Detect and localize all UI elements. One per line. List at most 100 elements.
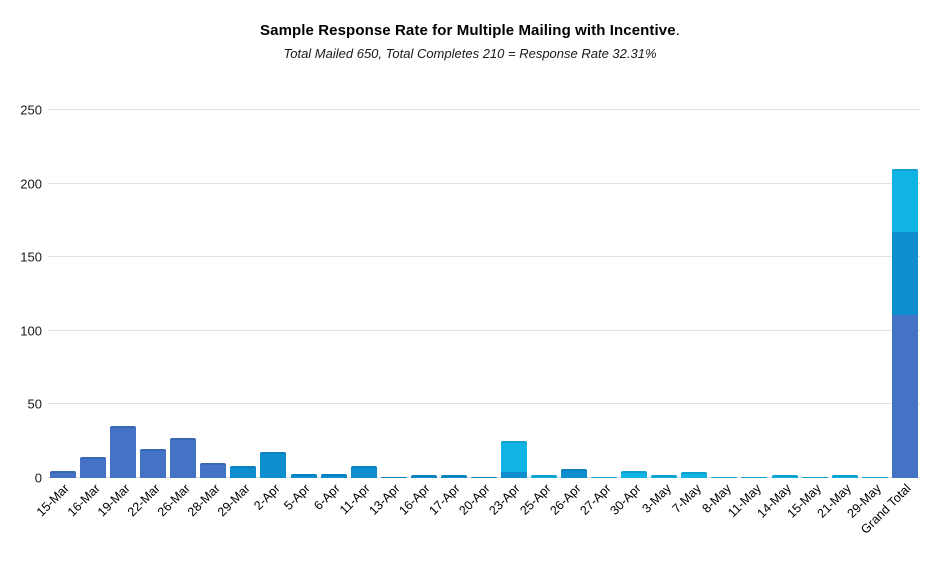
bar-segment <box>531 475 558 478</box>
x-axis-tick-label: 7-May <box>669 481 704 516</box>
bar-segment <box>170 438 197 478</box>
bar-segment <box>290 473 317 478</box>
y-axis: 0 50 100 150 200 250 <box>0 104 42 485</box>
bar <box>591 476 618 478</box>
chart-title-period: . <box>675 22 680 39</box>
bar <box>380 476 407 478</box>
bar-slot-15-may: 15-May <box>784 110 830 521</box>
gridline <box>48 403 920 405</box>
bar <box>440 475 467 478</box>
bar-slot-grand-total: Grand Total <box>859 110 920 537</box>
bar-slot-17-apr: 17-Apr <box>427 110 469 518</box>
bar-slot-7-may: 7-May <box>669 110 709 516</box>
x-axis-tick-label: 17-Apr <box>426 481 464 518</box>
bar <box>470 476 497 478</box>
y-axis-tick-label: 150 <box>20 249 42 265</box>
bar-slot-16-apr: 16-Apr <box>397 110 439 518</box>
bar-segment <box>260 451 287 478</box>
bar-slot-11-apr: 11-Apr <box>337 110 379 517</box>
bar <box>531 475 558 478</box>
bar-slot-6-apr: 6-Apr <box>311 110 349 513</box>
bars-layer: 15-Mar 16-Mar 19-Mar 22-Mar 26-Mar 28-Mar 29-M… <box>34 110 920 537</box>
y-axis-tick-label: 50 <box>27 396 42 412</box>
x-axis-tick-label: 25-Apr <box>516 481 554 518</box>
gridline <box>48 182 920 184</box>
y-axis-tick-label: 250 <box>20 102 42 118</box>
bar-segment <box>500 441 527 473</box>
bar-segment <box>470 476 497 478</box>
bar <box>500 441 527 478</box>
x-axis-tick-label: 30-Apr <box>606 481 644 518</box>
bar-slot-23-apr: 23-Apr <box>487 110 529 518</box>
bar-slot-13-apr: 13-Apr <box>366 110 409 518</box>
bar-slot-26-mar: 26-Mar <box>155 110 198 519</box>
bar <box>831 475 858 478</box>
bar <box>350 466 377 478</box>
bar-segment <box>861 476 888 478</box>
bar-segment <box>591 476 618 478</box>
bar-slot-16-mar: 16-Mar <box>64 110 108 519</box>
bar <box>110 426 137 478</box>
bar-segment <box>200 463 227 478</box>
bar-segment <box>80 457 107 478</box>
bar-slot-11-may: 11-May <box>725 110 769 520</box>
bar <box>771 475 798 478</box>
bar <box>200 463 227 478</box>
x-axis-tick-label: 15-Mar <box>34 481 73 520</box>
bar-segment <box>440 475 467 478</box>
chart-title: Sample Response Rate for Multiple Mailin… <box>0 22 940 39</box>
bar-slot-14-may: 14-May <box>754 110 800 521</box>
x-axis-tick-label: 16-Apr <box>396 481 433 518</box>
bar <box>861 476 888 478</box>
bar-segment <box>230 466 257 478</box>
bar-slot-25-apr: 25-Apr <box>517 110 559 518</box>
bar-segment <box>500 472 527 478</box>
bar-slot-26-apr: 26-Apr <box>547 110 589 518</box>
y-axis-tick-label: 0 <box>34 470 42 486</box>
bar-segment <box>350 466 377 478</box>
gridline <box>48 256 920 258</box>
bar-slot-29-mar: 29-Mar <box>215 110 258 519</box>
bar-slot-2-apr: 2-Apr <box>251 110 288 513</box>
bar <box>891 168 918 478</box>
bar-segment <box>561 469 588 478</box>
bar-segment <box>410 475 437 478</box>
bar <box>80 457 107 478</box>
chart-subtitle: Total Mailed 650, Total Completes 210 = … <box>283 46 657 61</box>
bar-slot-28-mar: 28-Mar <box>185 110 228 519</box>
x-axis-tick-label: 11-Apr <box>337 481 373 518</box>
bar <box>651 475 678 478</box>
bar <box>320 473 347 478</box>
chart-title-text: Sample Response Rate for Multiple Mailin… <box>260 22 676 39</box>
bar-slot-3-may: 3-May <box>639 110 679 516</box>
bar-segment <box>891 314 918 478</box>
bar <box>170 438 197 478</box>
x-axis-tick-label: 26-Apr <box>546 481 584 518</box>
bar-slot-22-mar: 22-Mar <box>125 110 168 519</box>
bar <box>230 466 257 478</box>
bar <box>741 476 768 478</box>
gridline <box>48 329 920 331</box>
bar-segment <box>741 476 768 478</box>
bar-segment <box>380 476 407 478</box>
bar <box>260 451 287 478</box>
x-axis-tick-label: 27-Apr <box>576 481 614 518</box>
x-axis-tick-label: 13-Apr <box>366 481 403 518</box>
x-axis-tick-label: 19-Mar <box>94 481 133 520</box>
x-axis-tick-label: 2-Apr <box>251 481 283 513</box>
bar <box>410 475 437 478</box>
x-axis-tick-label: 26-Mar <box>154 481 193 520</box>
bar-segment <box>831 475 858 478</box>
x-axis-tick-label: 16-Mar <box>64 481 103 520</box>
bar-slot-21-may: 21-May <box>814 110 860 521</box>
x-axis-tick-label: 28-Mar <box>184 481 223 520</box>
bar-segment <box>771 475 798 478</box>
bar-segment <box>50 470 77 478</box>
bar-slot-20-apr: 20-Apr <box>457 110 499 518</box>
bar-segment <box>681 472 708 478</box>
bar-segment <box>711 476 738 478</box>
bar <box>50 470 77 478</box>
bar-slot-15-mar: 15-Mar <box>34 110 78 519</box>
bar-segment <box>320 473 347 478</box>
bar <box>290 473 317 478</box>
